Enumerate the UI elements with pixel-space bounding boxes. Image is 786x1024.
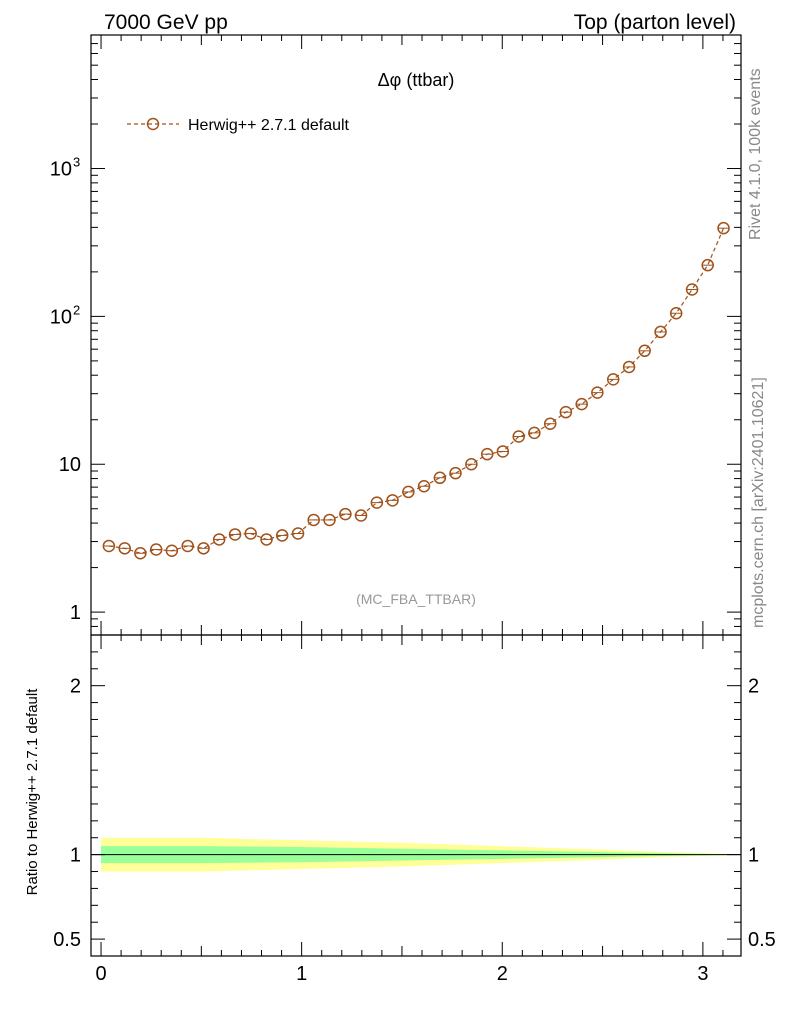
data-point (654, 325, 667, 339)
analysis-annotation: (MC_FBA_TTBAR) (356, 591, 476, 607)
data-point (260, 533, 273, 546)
data-point (275, 529, 289, 542)
x-tick-label: 2 (497, 963, 508, 985)
data-point (212, 533, 226, 546)
header-left: 7000 GeV pp (104, 11, 228, 34)
data-point (543, 417, 557, 430)
data-point (622, 360, 636, 374)
series-line (108, 227, 725, 554)
data-point (354, 509, 368, 522)
ratio-axis-ticks (91, 634, 741, 957)
rivet-version-label: Rivet 4.1.0, 100k events (747, 68, 764, 240)
data-point (417, 479, 431, 493)
data-point (701, 258, 714, 272)
data-point (165, 544, 179, 557)
data-point (402, 485, 415, 499)
ratio-panel: 0.5 0.5 1 1 2 2 0 1 2 3 Ratio to Herwig++ 2.7.1 … (24, 634, 776, 985)
data-point (228, 528, 242, 541)
data-point (102, 539, 116, 553)
data-point (291, 527, 305, 540)
y-tick-label: 10 (50, 306, 72, 328)
legend-entry: Herwig++ 2.7.1 default (188, 117, 350, 134)
data-point (685, 283, 699, 296)
x-tick-labels: 0 1 2 3 (95, 963, 708, 985)
data-point (638, 344, 651, 358)
legend: Herwig++ 2.7.1 default (127, 117, 350, 134)
header-right: Top (parton level) (574, 11, 736, 34)
ratio-y-tick-label-right: 1 (748, 845, 759, 867)
data-point (149, 543, 163, 556)
data-point (197, 542, 210, 555)
data-point (307, 513, 320, 527)
y-tick-label-exponent: 3 (73, 155, 80, 170)
data-point (528, 426, 541, 440)
series-points-group (102, 221, 730, 560)
ratio-y-tick-label-left: 0.5 (53, 929, 81, 951)
data-point (669, 307, 683, 320)
x-tick-label: 1 (296, 963, 307, 985)
ratio-y-tick-labels: 0.5 0.5 1 1 2 2 (53, 676, 776, 951)
x-tick-label: 0 (95, 963, 106, 985)
data-point (480, 447, 494, 461)
y-tick-label: 10 (59, 454, 81, 476)
data-point (512, 430, 525, 443)
data-point (433, 471, 447, 485)
ratio-frame (90, 634, 742, 957)
main-title: Δφ (ttbar) (378, 70, 455, 90)
legend-marker (146, 117, 160, 131)
data-point (370, 496, 384, 509)
ratio-y-tick-label-left: 2 (70, 676, 81, 698)
data-point (323, 513, 336, 527)
data-point (496, 445, 510, 458)
ratio-y-axis-label: Ratio to Herwig++ 2.7.1 default (24, 688, 41, 896)
ratio-y-tick-label-right: 2 (748, 676, 759, 698)
series-line-group (108, 227, 725, 554)
data-point (386, 494, 399, 507)
ratio-y-tick-label-right: 0.5 (748, 929, 776, 951)
data-point (181, 539, 194, 553)
data-point (449, 466, 462, 480)
data-point (591, 386, 604, 399)
main-axis-ticks (91, 34, 741, 636)
x-tick-label: 3 (697, 963, 708, 985)
y-tick-label: 1 (70, 602, 81, 624)
mcplots-label: mcplots.cern.ch [arXiv:2401.10621] (750, 377, 767, 628)
data-point (465, 457, 478, 471)
y-tick-label-exponent: 2 (73, 302, 80, 317)
data-point (575, 397, 588, 411)
data-point (244, 527, 257, 540)
ratio-y-tick-label-left: 1 (70, 845, 81, 867)
data-point (606, 373, 620, 386)
data-point (339, 507, 352, 521)
data-point (118, 542, 131, 555)
data-point (717, 221, 730, 235)
data-point (559, 405, 573, 419)
y-tick-label: 10 (50, 159, 72, 181)
data-point (134, 547, 147, 560)
